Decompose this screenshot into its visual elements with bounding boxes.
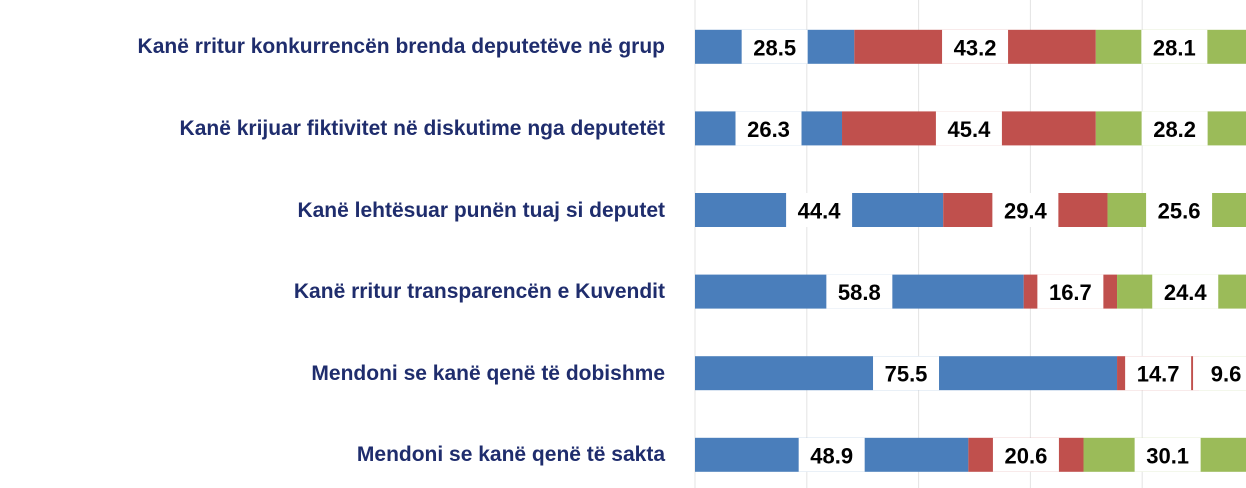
value-label: 26.3 <box>747 117 790 142</box>
value-label-bg <box>935 111 1002 146</box>
value-label-bg <box>798 437 865 472</box>
category-text: Mendoni se kanë qenë të dobishme <box>311 361 665 385</box>
value-label: 28.1 <box>1153 35 1196 60</box>
value-label-bg <box>786 193 853 227</box>
value-label: 25.6 <box>1158 199 1201 224</box>
category-label: Kanë lehtësuar punën tuaj si deputet <box>0 197 665 224</box>
value-label: 58.8 <box>838 280 881 305</box>
value-label: 43.2 <box>954 35 997 60</box>
value-label-bg <box>741 29 808 64</box>
value-label: 45.4 <box>947 117 991 142</box>
value-label-bg <box>942 29 1009 64</box>
category-label: Kanë krijuar fiktivitet në diskutime nga… <box>0 115 665 142</box>
category-label: Kanë rritur konkurrencën brenda deputetë… <box>0 33 665 60</box>
category-text: Kanë rritur transparencën e Kuvendit <box>293 280 665 304</box>
value-label-bg <box>826 274 893 309</box>
value-label: 29.4 <box>1004 199 1048 224</box>
value-label: 14.7 <box>1137 362 1180 387</box>
value-label-bg <box>735 111 802 146</box>
value-label: 75.5 <box>885 362 928 387</box>
value-label-bg <box>1037 274 1104 309</box>
value-label-bg <box>1141 111 1208 146</box>
value-label-bg <box>1146 193 1213 227</box>
value-label: 28.2 <box>1153 117 1196 142</box>
category-label: Mendoni se kanë qenë të dobishme <box>0 360 665 387</box>
value-label: 24.4 <box>1164 280 1208 305</box>
value-label: 9.6 <box>1211 362 1242 387</box>
value-label: 48.9 <box>810 443 853 468</box>
value-label: 20.6 <box>1005 443 1048 468</box>
value-label: 28.5 <box>753 35 796 60</box>
value-label-bg <box>1125 356 1192 391</box>
category-label: Mendoni se kanë qenë të sakta <box>0 441 665 468</box>
category-text: Kanë lehtësuar punën tuaj si deputet <box>297 198 665 222</box>
value-label: 16.7 <box>1049 280 1092 305</box>
value-label-bg <box>1141 29 1208 64</box>
category-text: Mendoni se kanë qenë të sakta <box>356 443 665 467</box>
value-label-bg <box>1193 356 1246 391</box>
category-label: Kanë rritur transparencën e Kuvendit <box>0 278 665 305</box>
category-text: Kanë krijuar fiktivitet në diskutime nga… <box>179 116 665 140</box>
value-label-bg <box>992 437 1059 472</box>
value-label-bg <box>1134 437 1201 472</box>
value-label-bg <box>1152 274 1219 309</box>
value-label-bg <box>992 193 1059 227</box>
value-label-bg <box>873 356 940 391</box>
category-text: Kanë rritur konkurrencën brenda deputetë… <box>137 35 665 59</box>
value-label: 44.4 <box>798 199 842 224</box>
value-label: 30.1 <box>1146 443 1189 468</box>
